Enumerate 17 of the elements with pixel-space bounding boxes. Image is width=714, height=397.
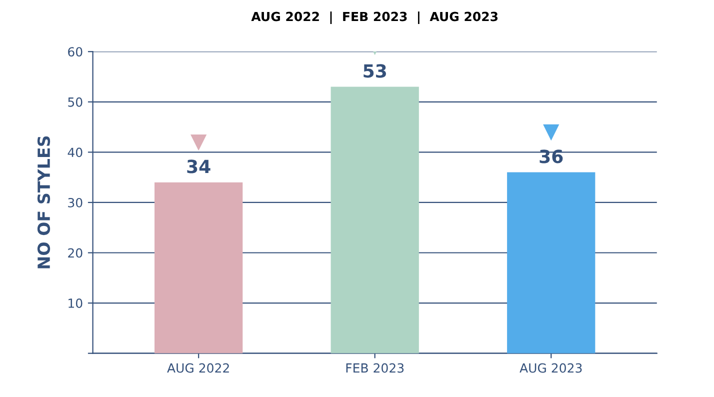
bar <box>330 86 419 354</box>
y-tick-label: 50 <box>68 97 82 107</box>
x-tick-label: AUG 2023 <box>520 363 582 373</box>
data-label: 53 <box>364 64 386 78</box>
y-tick-label: 10 <box>68 298 82 308</box>
bar <box>154 182 243 354</box>
bar <box>507 172 596 354</box>
data-label: 34 <box>187 160 210 174</box>
x-tick-label: FEB 2023 <box>346 363 404 373</box>
y-tick-label: 20 <box>68 248 82 258</box>
y-tick-label: 60 <box>68 47 82 57</box>
y-tick-label: 40 <box>68 148 82 158</box>
chart-title: AUG 2022 | FEB 2023 | AUG 2023 <box>251 12 498 24</box>
y-tick-label: 30 <box>68 198 82 208</box>
x-tick-label: AUG 2022 <box>167 363 229 373</box>
y-axis-title: NO OF STYLES <box>37 136 50 268</box>
data-label: 36 <box>540 150 563 164</box>
